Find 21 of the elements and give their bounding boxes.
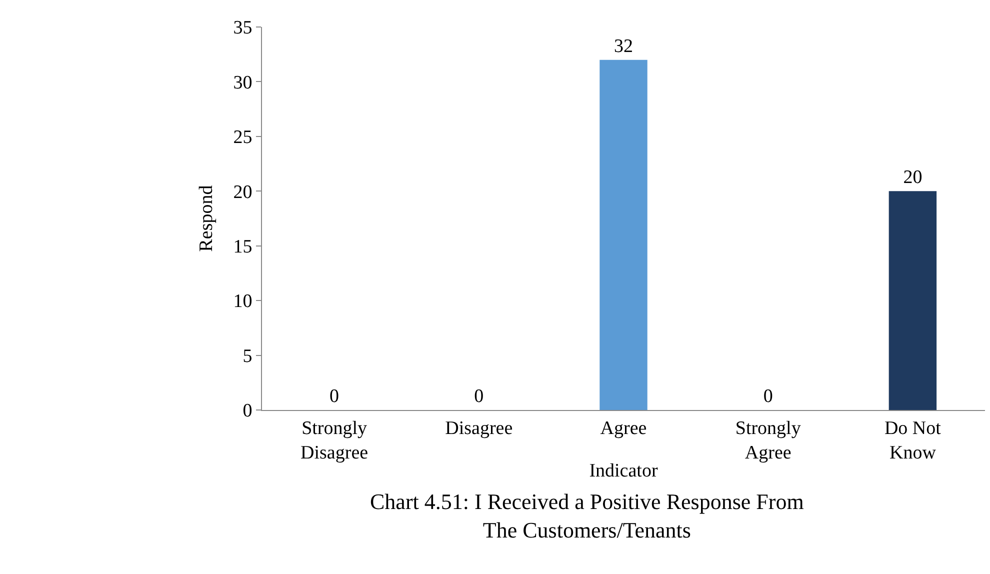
data-label: 32 <box>614 36 633 57</box>
y-tick-label: 30 <box>233 72 252 94</box>
data-label: 20 <box>903 167 922 188</box>
y-tick-label: 0 <box>242 400 252 422</box>
x-tick-label: Agree <box>600 418 647 439</box>
x-tick-label: Strongly Disagree <box>300 418 368 464</box>
data-label: 0 <box>330 386 340 407</box>
y-tick-label: 20 <box>233 182 252 203</box>
y-tick-label: 35 <box>233 18 252 39</box>
y-axis-title: Respond <box>196 184 218 252</box>
data-label: 0 <box>763 386 773 407</box>
x-axis-title: Indicator <box>589 460 658 482</box>
text: Chart 4.51: I Received a Positive Response From The Customers/Tenants <box>370 489 804 543</box>
data-label: 0 <box>474 386 484 407</box>
y-tick-label: 10 <box>233 291 252 312</box>
y-tick-label: 5 <box>242 346 252 367</box>
x-tick-label: Do Not Know <box>884 418 942 464</box>
x-tick-label: Disagree <box>445 418 513 439</box>
y-tick-label: 25 <box>233 127 252 148</box>
x-tick-label: Strongly Agree <box>735 418 802 464</box>
y-tick-label: 15 <box>233 236 252 258</box>
